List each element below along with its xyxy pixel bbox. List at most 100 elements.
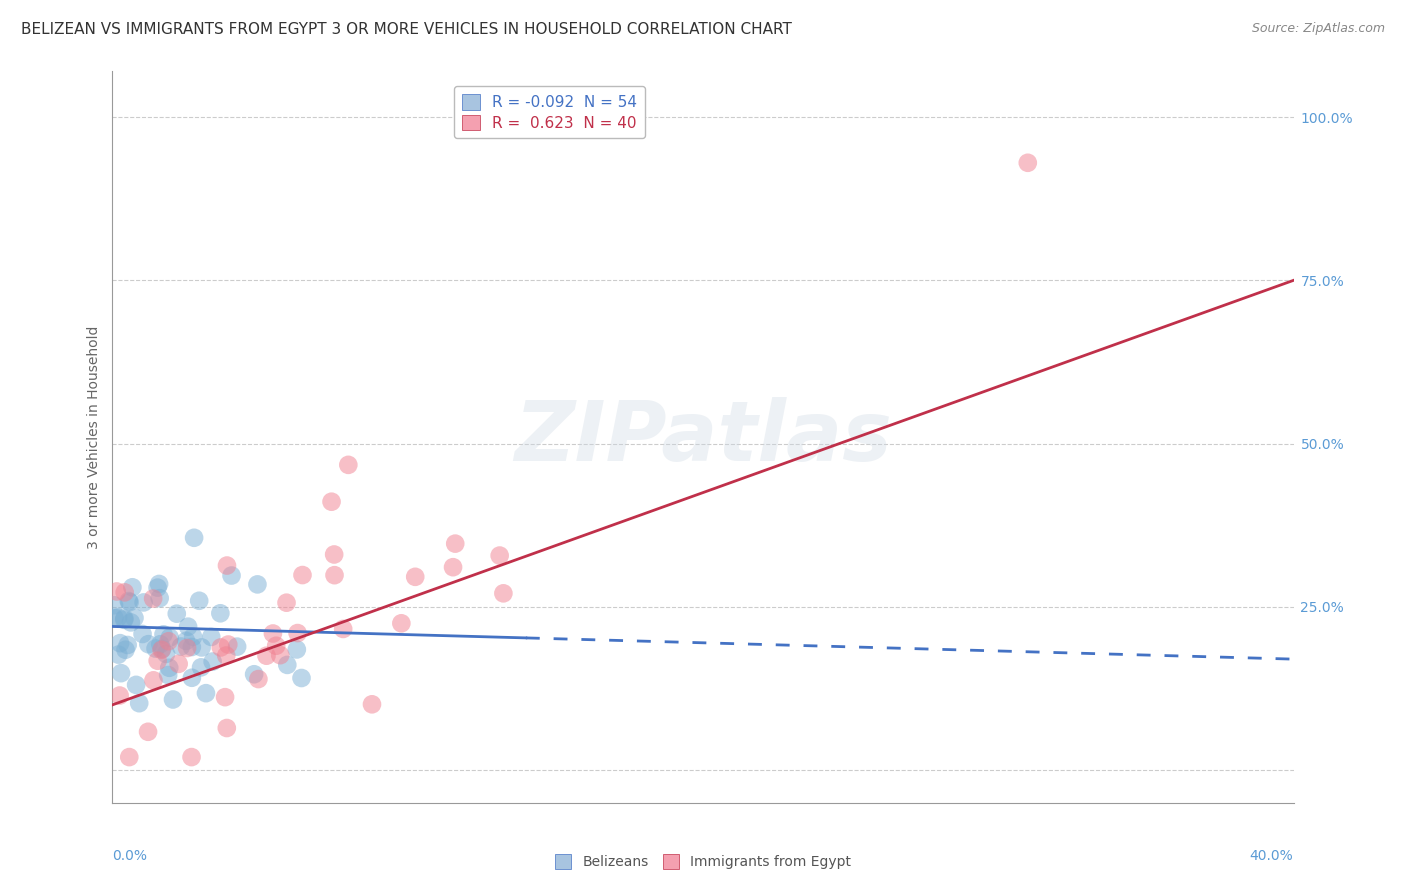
Point (444, 536, 467, 550)
Point (183, 531, 205, 545)
Point (441, 560, 464, 574)
Point (167, 657, 190, 671)
Point (146, 581, 169, 595)
Point (321, 494, 343, 508)
Legend: R = -0.092  N = 54, R =  0.623  N = 40: R = -0.092 N = 54, R = 0.623 N = 40 (454, 87, 645, 138)
Point (124, 611, 146, 625)
Point (201, 655, 224, 669)
Point (1017, 156, 1039, 170)
Point (190, 660, 212, 674)
Point (148, 577, 170, 591)
Point (488, 549, 510, 563)
Point (112, 611, 135, 625)
Point (117, 638, 139, 652)
Point (243, 667, 266, 681)
Point (180, 750, 202, 764)
Point (157, 661, 180, 675)
Text: 40.0%: 40.0% (1250, 848, 1294, 863)
Point (120, 615, 142, 630)
Point (404, 570, 426, 584)
Point (269, 648, 291, 662)
Point (136, 724, 159, 739)
Point (264, 639, 287, 653)
Point (118, 594, 141, 608)
Point (108, 636, 131, 650)
Point (114, 585, 136, 599)
Text: BELIZEAN VS IMMIGRANTS FROM EGYPT 3 OR MORE VEHICLES IN HOUSEHOLD CORRELATION CH: BELIZEAN VS IMMIGRANTS FROM EGYPT 3 OR M… (21, 22, 792, 37)
Point (114, 642, 136, 657)
Point (121, 580, 143, 594)
Text: Source: ZipAtlas.com: Source: ZipAtlas.com (1251, 22, 1385, 36)
Point (176, 640, 198, 655)
Point (291, 568, 314, 582)
Point (152, 627, 174, 641)
Point (217, 638, 239, 652)
Point (149, 591, 172, 606)
Point (107, 610, 129, 624)
Point (209, 640, 232, 655)
Point (177, 620, 200, 634)
Point (103, 611, 125, 625)
Point (150, 643, 173, 657)
Y-axis label: 3 or more Vehicles in Household: 3 or more Vehicles in Household (87, 326, 101, 549)
Point (492, 586, 515, 600)
Point (190, 640, 212, 655)
Point (103, 599, 125, 613)
Point (276, 596, 298, 610)
Text: ZIPatlas: ZIPatlas (515, 397, 891, 477)
Point (332, 622, 354, 636)
Point (188, 594, 211, 608)
Point (107, 648, 129, 662)
Point (290, 671, 312, 685)
Point (180, 640, 202, 654)
Point (142, 673, 165, 688)
Point (215, 648, 238, 663)
Point (112, 613, 135, 627)
Point (209, 607, 232, 621)
Point (118, 750, 141, 764)
Point (118, 595, 141, 609)
Point (276, 657, 298, 672)
Point (157, 634, 180, 648)
Point (246, 577, 269, 591)
Point (323, 568, 346, 582)
Point (221, 568, 243, 582)
Point (145, 641, 167, 656)
Point (226, 640, 249, 654)
Point (389, 616, 412, 631)
Legend: Belizeans, Immigrants from Egypt: Belizeans, Immigrants from Egypt (548, 847, 858, 876)
Point (142, 591, 165, 606)
Point (150, 642, 173, 657)
Point (180, 671, 202, 685)
Text: 0.0%: 0.0% (112, 848, 148, 863)
Point (146, 654, 169, 668)
Point (128, 696, 150, 710)
Point (166, 607, 188, 621)
Point (262, 626, 284, 640)
Point (110, 666, 132, 681)
Point (125, 678, 148, 692)
Point (138, 637, 160, 651)
Point (215, 721, 238, 735)
Point (155, 647, 177, 661)
Point (361, 698, 384, 712)
Point (157, 668, 180, 682)
Point (200, 630, 222, 644)
Point (214, 690, 236, 705)
Point (285, 642, 308, 657)
Point (132, 595, 155, 609)
Point (256, 648, 278, 663)
Point (149, 637, 172, 651)
Point (159, 631, 181, 645)
Point (323, 548, 346, 562)
Point (105, 584, 128, 599)
Point (162, 692, 184, 706)
Point (174, 633, 197, 648)
Point (287, 626, 309, 640)
Point (108, 689, 131, 703)
Point (194, 686, 217, 700)
Point (337, 458, 360, 472)
Point (215, 558, 238, 573)
Point (247, 672, 270, 686)
Point (170, 640, 193, 654)
